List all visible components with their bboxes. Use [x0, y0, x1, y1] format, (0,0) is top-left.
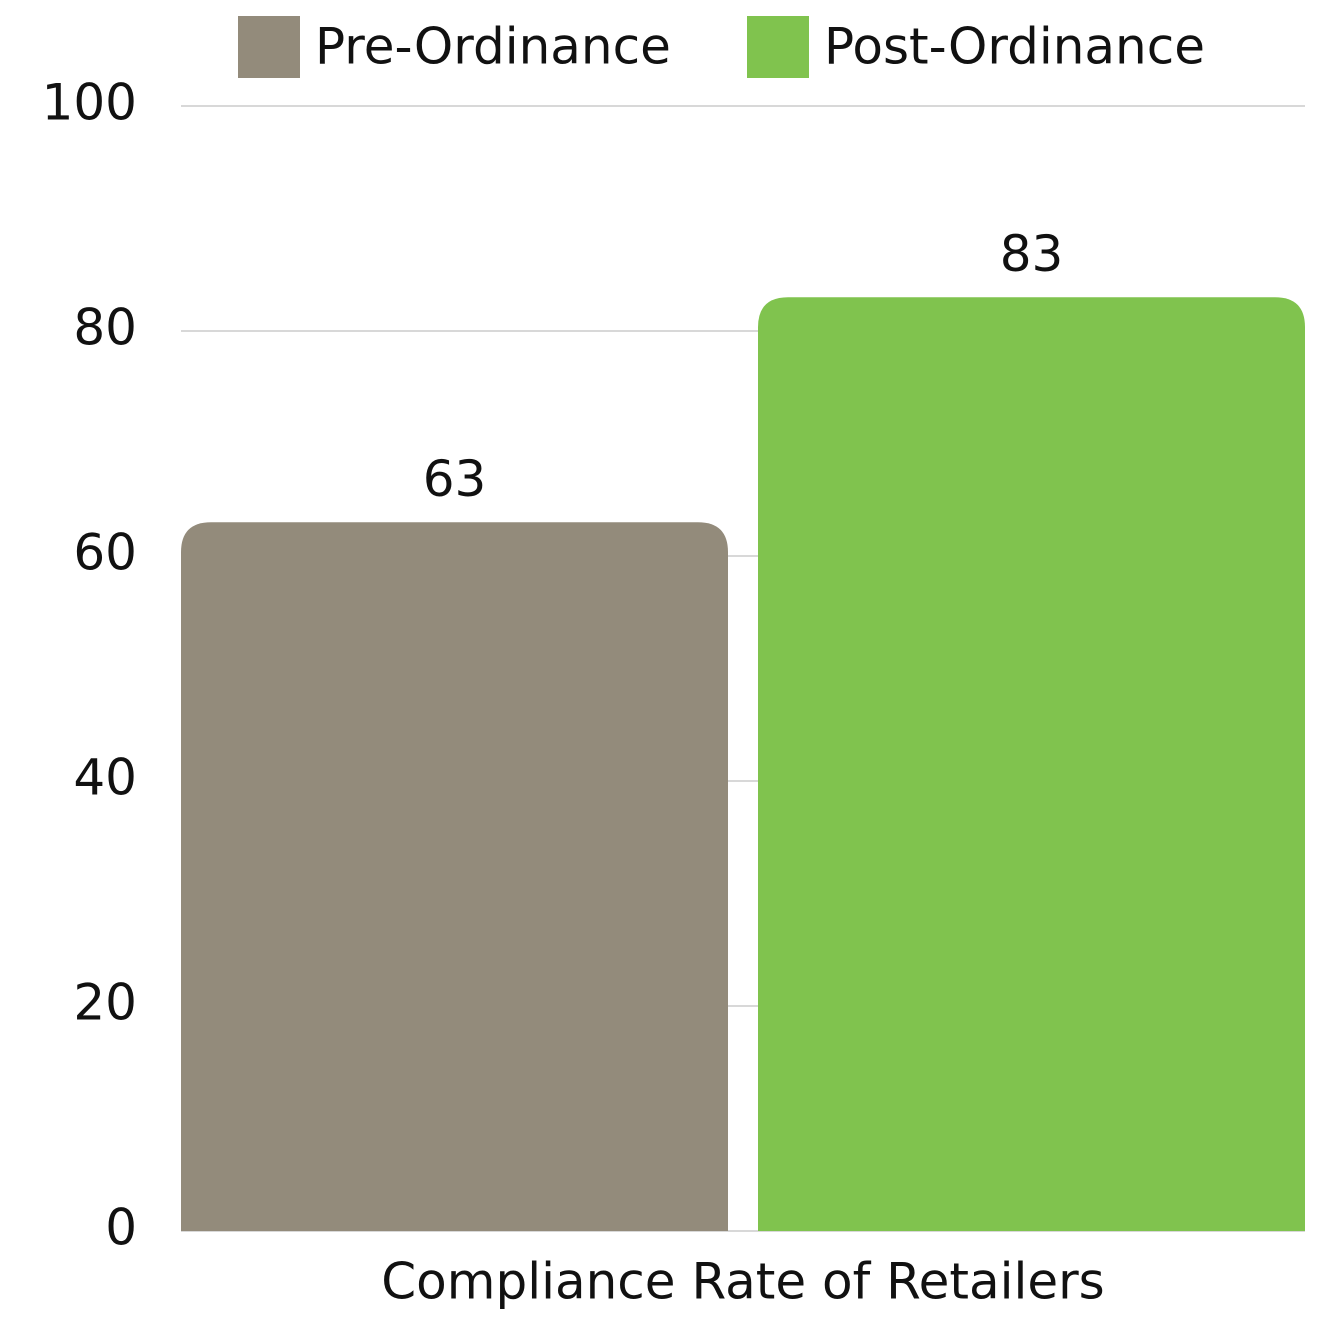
bar — [758, 297, 1305, 1231]
y-tick-label: 40 — [73, 749, 137, 807]
legend-swatch — [238, 16, 300, 78]
y-tick-label: 0 — [105, 1199, 137, 1257]
y-tick-label: 20 — [73, 974, 137, 1032]
legend-swatch — [747, 16, 809, 78]
bar — [181, 522, 728, 1231]
data-label: 83 — [1000, 225, 1064, 283]
x-tick-label: Compliance Rate of Retailers — [381, 1253, 1105, 1311]
legend-label: Pre-Ordinance — [315, 18, 671, 76]
y-tick-label: 60 — [73, 524, 137, 582]
legend-label: Post-Ordinance — [824, 18, 1205, 76]
y-tick-label: 80 — [73, 299, 137, 357]
data-label: 63 — [423, 450, 487, 508]
y-tick-label: 100 — [42, 74, 137, 132]
